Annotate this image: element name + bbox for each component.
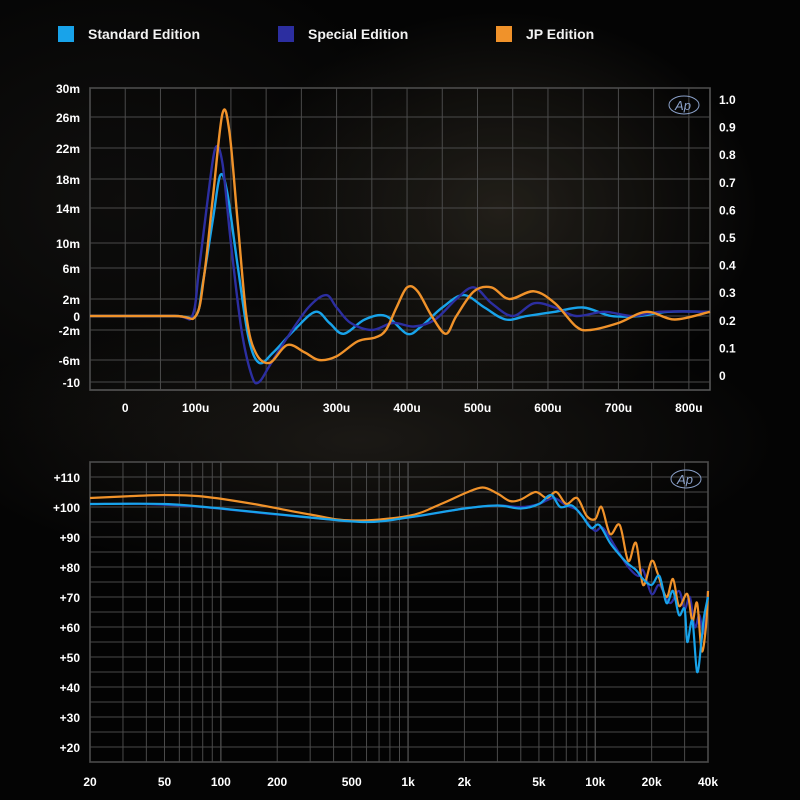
impulse-y-right-tick-label: 1.0 bbox=[719, 93, 736, 107]
legend-label-standard-edition: Standard Edition bbox=[88, 26, 200, 42]
impulse-y-right-tick-label: 0.5 bbox=[719, 231, 736, 245]
frequency-x-tick-label: 40k bbox=[698, 775, 718, 789]
frequency-x-tick-label: 500 bbox=[342, 775, 362, 789]
frequency-x-tick-label: 20k bbox=[642, 775, 662, 789]
impulse-x-tick-label: 500u bbox=[464, 401, 491, 415]
frequency-x-tick-label: 1k bbox=[401, 775, 415, 789]
ap-logo-ring bbox=[670, 469, 702, 489]
frequency-chart bbox=[89, 461, 710, 763]
impulse-y-right-tick-label: 0.1 bbox=[719, 341, 736, 355]
impulse-y-right-tick-label: 0.4 bbox=[719, 259, 736, 273]
impulse-y-left-tick-label: 10m bbox=[56, 237, 80, 251]
legend-label-jp-edition: JP Edition bbox=[526, 26, 595, 42]
frequency-x-tick-label: 50 bbox=[158, 775, 172, 789]
impulse-chart bbox=[89, 87, 711, 391]
frequency-y-tick-label: +30 bbox=[60, 711, 81, 725]
impulse-x-tick-label: 0 bbox=[122, 401, 129, 415]
frequency-series-line bbox=[89, 486, 710, 653]
legend-swatch-standard bbox=[58, 26, 74, 42]
ap-logo-frequency: Ap bbox=[676, 472, 693, 487]
legend-item-special-edition: Special Edition bbox=[278, 22, 408, 46]
impulse-y-right-tick-label: 0.3 bbox=[719, 286, 736, 300]
impulse-y-right-tick-label: 0 bbox=[719, 369, 726, 383]
impulse-y-left-tick-label: 30m bbox=[56, 82, 80, 96]
frequency-y-tick-label: +80 bbox=[60, 561, 81, 575]
ap-logo-impulse: Ap bbox=[674, 98, 691, 113]
impulse-y-left-tick-label: -10 bbox=[63, 376, 81, 390]
impulse-y-left-tick-label: 0 bbox=[73, 310, 80, 324]
impulse-plot-area bbox=[89, 87, 711, 391]
impulse-x-tick-label: 100u bbox=[182, 401, 209, 415]
impulse-x-tick-label: 200u bbox=[252, 401, 279, 415]
impulse-x-tick-label: 700u bbox=[605, 401, 632, 415]
impulse-y-left-tick-label: 22m bbox=[56, 142, 80, 156]
frequency-x-tick-label: 10k bbox=[585, 775, 605, 789]
legend: Standard Edition Special Edition JP Edit… bbox=[0, 22, 800, 46]
impulse-y-right-tick-label: 0.8 bbox=[719, 148, 736, 162]
impulse-y-left-tick-label: 18m bbox=[56, 173, 80, 187]
frequency-y-tick-label: +100 bbox=[53, 501, 80, 515]
impulse-y-left-tick-label: 26m bbox=[56, 111, 80, 125]
impulse-y-left-tick-label: 14m bbox=[56, 202, 80, 216]
legend-swatch-jp bbox=[496, 26, 512, 42]
legend-swatch-special bbox=[278, 26, 294, 42]
impulse-x-tick-label: 300u bbox=[323, 401, 350, 415]
impulse-y-left-tick-label: -6m bbox=[59, 354, 80, 368]
frequency-x-tick-label: 100 bbox=[211, 775, 231, 789]
impulse-series-line bbox=[89, 172, 711, 365]
frequency-y-tick-label: +110 bbox=[54, 471, 81, 485]
frequency-y-tick-label: +20 bbox=[60, 741, 81, 755]
impulse-x-tick-label: 400u bbox=[393, 401, 420, 415]
frequency-x-tick-label: 5k bbox=[532, 775, 546, 789]
legend-item-jp-edition: JP Edition bbox=[496, 22, 594, 46]
legend-label-special-edition: Special Edition bbox=[308, 26, 409, 42]
impulse-y-left-tick-label: 6m bbox=[63, 262, 80, 276]
impulse-y-left-tick-label: -2m bbox=[59, 324, 80, 338]
frequency-y-tick-label: +40 bbox=[60, 681, 81, 695]
legend-item-standard-edition: Standard Edition bbox=[58, 22, 200, 46]
frequency-x-tick-label: 200 bbox=[267, 775, 287, 789]
frequency-x-tick-label: 20 bbox=[83, 775, 97, 789]
impulse-series-line bbox=[89, 144, 711, 385]
frequency-x-tick-label: 2k bbox=[458, 775, 472, 789]
impulse-y-right-tick-label: 0.6 bbox=[719, 203, 736, 217]
frequency-y-tick-label: +60 bbox=[60, 621, 81, 635]
impulse-x-tick-label: 800u bbox=[675, 401, 702, 415]
frequency-y-tick-label: +50 bbox=[60, 651, 81, 665]
frequency-y-tick-label: +70 bbox=[60, 591, 81, 605]
frequency-y-tick-label: +90 bbox=[60, 531, 81, 545]
impulse-y-right-tick-label: 0.7 bbox=[719, 176, 736, 190]
impulse-x-tick-label: 600u bbox=[534, 401, 561, 415]
impulse-y-left-tick-label: 2m bbox=[63, 293, 80, 307]
impulse-y-right-tick-label: 0.2 bbox=[719, 314, 736, 328]
ap-logo-ring bbox=[668, 95, 700, 115]
impulse-y-right-tick-label: 0.9 bbox=[719, 121, 736, 135]
frequency-series-line bbox=[89, 493, 710, 674]
impulse-series-line bbox=[89, 108, 711, 365]
